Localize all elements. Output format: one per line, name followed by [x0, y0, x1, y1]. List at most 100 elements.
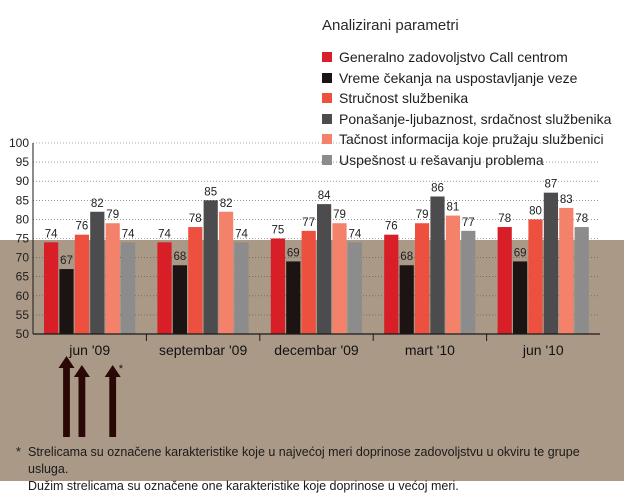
- data-label: 74: [122, 228, 135, 240]
- bar: [286, 261, 301, 334]
- data-label: 76: [76, 221, 89, 233]
- bar: [384, 234, 399, 334]
- data-label: 77: [462, 217, 475, 229]
- legend-item: Tačnost informacija koje pružaju služben…: [322, 129, 611, 150]
- y-tick-label: 100: [9, 136, 29, 150]
- data-label: 76: [385, 221, 398, 233]
- legend-swatch: [322, 134, 332, 145]
- bar: [59, 269, 74, 334]
- footnote-star: *: [16, 445, 21, 459]
- data-label: 85: [204, 186, 217, 198]
- legend-label: Generalno zadovoljstvo Call centrom: [339, 49, 568, 66]
- bar: [415, 223, 430, 334]
- bar: [219, 211, 234, 334]
- bar: [234, 242, 249, 334]
- arrows: *: [58, 356, 124, 437]
- bar: [497, 227, 512, 334]
- data-label: 83: [560, 194, 573, 206]
- data-label: 75: [272, 225, 285, 237]
- bar: [543, 192, 558, 334]
- data-label: 79: [333, 209, 346, 221]
- bar: [332, 223, 347, 334]
- arrow: [73, 365, 90, 437]
- x-tick-label: mart '10: [405, 342, 455, 358]
- data-label: 81: [447, 202, 460, 214]
- bar: [44, 242, 59, 334]
- data-label: 74: [235, 228, 248, 240]
- bars: [44, 192, 589, 334]
- bar: [513, 261, 528, 334]
- data-label: 77: [302, 217, 315, 229]
- data-label: 67: [60, 255, 73, 267]
- bar: [90, 211, 105, 334]
- legend-swatch: [322, 93, 332, 104]
- legend-label: Uspešnost u rešavanju problema: [339, 151, 544, 168]
- bar: [399, 265, 414, 334]
- legend-item: Generalno zadovoljstvo Call centrom: [322, 47, 611, 68]
- bar: [430, 196, 445, 334]
- data-label: 79: [416, 209, 429, 221]
- y-tick-label: 85: [16, 193, 30, 207]
- legend-label: Ponašanje-ljubaznost, srdačnost službeni…: [339, 110, 612, 127]
- legend-item: Ponašanje-ljubaznost, srdačnost službeni…: [322, 109, 611, 130]
- legend-label: Vreme čekanja na uspostavljanje veze: [339, 69, 578, 86]
- legend-swatch: [322, 113, 332, 124]
- bar: [461, 230, 476, 334]
- bar: [528, 219, 543, 334]
- bar: [270, 238, 285, 334]
- x-tick-label: septembar '09: [159, 342, 247, 358]
- footnote: * Strelicama su označene karakteristike …: [16, 444, 616, 495]
- bar: [301, 230, 316, 334]
- bar: [105, 223, 120, 334]
- data-label: 78: [575, 213, 588, 225]
- y-tick-label: 95: [16, 155, 30, 169]
- data-label: 82: [91, 198, 104, 210]
- bar: [203, 200, 218, 334]
- bar: [157, 242, 172, 334]
- bar: [172, 265, 187, 334]
- data-label: 69: [287, 247, 300, 259]
- bar: [574, 227, 589, 334]
- data-label: 78: [498, 213, 511, 225]
- y-tick-label: 75: [16, 232, 30, 246]
- legend-label: Stručnost službenika: [339, 90, 469, 107]
- arrow-note-star: *: [119, 363, 124, 375]
- y-tick-label: 50: [16, 327, 30, 341]
- footnote-line-1: Strelicama su označene karakteristike ko…: [28, 445, 580, 476]
- bar: [121, 242, 136, 334]
- data-label: 68: [174, 251, 187, 263]
- y-tick-label: 65: [16, 270, 30, 284]
- y-tick-label: 70: [16, 251, 30, 265]
- data-label: 79: [106, 209, 119, 221]
- y-tick-label: 55: [16, 308, 30, 322]
- data-label: 69: [514, 247, 527, 259]
- legend-item: Stručnost službenika: [322, 88, 611, 109]
- x-tick-label: decembar '09: [274, 342, 359, 358]
- x-axis: jun '09 septembar '09 decembar '09 mart '10…: [33, 333, 600, 358]
- legend-item: Uspešnost u rešavanju problema: [322, 150, 611, 171]
- legend: Generalno zadovoljstvo Call centrom Vreme…: [322, 47, 611, 170]
- bar: [559, 207, 574, 334]
- y-axis: 50 55 60 65 70 75 80 85 90 95 100: [9, 136, 34, 341]
- data-label: 74: [45, 228, 58, 240]
- y-tick-label: 80: [16, 212, 30, 226]
- legend-swatch: [322, 154, 332, 165]
- legend-item: Vreme čekanja na uspostavljanje veze: [322, 68, 611, 89]
- data-label: 87: [545, 179, 558, 191]
- bar: [188, 227, 203, 334]
- legend-swatch: [322, 52, 332, 63]
- data-label: 78: [189, 213, 202, 225]
- legend-swatch: [322, 72, 332, 83]
- bar: [317, 204, 332, 334]
- data-label: 74: [349, 228, 362, 240]
- bar: [74, 234, 89, 334]
- legend-label: Tačnost informacija koje pružaju služben…: [339, 131, 604, 148]
- bar: [445, 215, 460, 334]
- data-label: 68: [400, 251, 413, 263]
- legend-title: Analizirani parametri: [322, 17, 459, 34]
- data-label: 80: [529, 205, 542, 217]
- arrow: [58, 356, 75, 437]
- y-tick-label: 90: [16, 174, 30, 188]
- x-tick-label: jun '10: [522, 342, 564, 358]
